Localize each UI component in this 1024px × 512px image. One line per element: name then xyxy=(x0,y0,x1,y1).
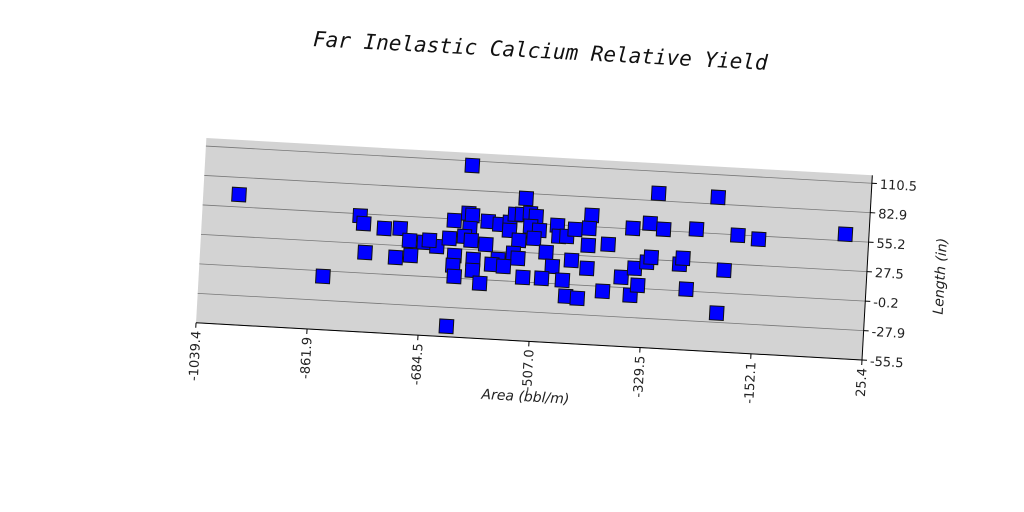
point xyxy=(525,230,542,247)
point xyxy=(716,262,732,279)
grid-line xyxy=(199,263,866,302)
point xyxy=(463,232,480,249)
point xyxy=(613,269,630,286)
y-tick-label: -0.2 xyxy=(873,296,899,312)
x-tick-label: 25.4 xyxy=(854,368,871,398)
point xyxy=(544,258,561,275)
point xyxy=(563,252,580,269)
y-axis-title: Length (in) xyxy=(931,238,951,315)
point xyxy=(730,227,746,244)
point xyxy=(357,244,373,261)
point xyxy=(688,221,705,238)
x-tick-label: -507.0 xyxy=(520,349,537,392)
plot: Area (bbl/m) Length (in) -55.5 -27.9 -0.2 2… xyxy=(187,138,951,408)
point xyxy=(464,262,481,279)
x-axis-title: Area (bbl/m) xyxy=(480,387,570,408)
grid-line xyxy=(204,175,871,214)
point xyxy=(402,247,419,264)
point xyxy=(446,212,463,229)
point xyxy=(579,260,595,277)
point xyxy=(600,236,617,253)
point xyxy=(538,244,554,261)
point xyxy=(624,220,641,237)
point xyxy=(231,186,247,203)
point xyxy=(629,277,646,294)
y-tick-label: -27.9 xyxy=(871,325,905,342)
point xyxy=(533,270,550,287)
point xyxy=(567,221,584,238)
point xyxy=(594,283,611,300)
x-axis xyxy=(196,322,863,361)
point xyxy=(678,281,695,298)
point xyxy=(675,250,691,267)
x-tick-label: -861.9 xyxy=(298,337,315,380)
point xyxy=(471,275,488,292)
point xyxy=(421,232,438,249)
point xyxy=(554,272,571,289)
point xyxy=(510,232,527,249)
x-tick-label: -1039.4 xyxy=(187,330,205,381)
grid-line xyxy=(205,145,872,184)
point xyxy=(655,221,672,238)
point xyxy=(650,185,667,202)
point xyxy=(441,230,458,247)
point xyxy=(315,268,331,285)
point xyxy=(583,207,600,224)
point xyxy=(392,220,409,237)
point xyxy=(708,305,725,322)
y-axis xyxy=(861,175,873,361)
point xyxy=(387,249,404,266)
grid-line xyxy=(197,292,864,332)
y-tick-label: 27.5 xyxy=(874,266,904,283)
x-tick-label: -329.5 xyxy=(631,355,648,398)
point xyxy=(837,226,854,243)
point xyxy=(438,318,455,335)
y-tick-label: 55.2 xyxy=(876,237,906,254)
chart-title: Far Inelastic Calcium Relative Yield xyxy=(312,27,768,75)
plot-background xyxy=(196,138,873,360)
x-tick-label: -684.5 xyxy=(409,343,426,386)
point xyxy=(750,231,767,248)
point xyxy=(376,220,393,237)
point xyxy=(355,215,372,232)
point xyxy=(401,232,418,249)
point xyxy=(464,157,481,174)
point xyxy=(518,190,535,207)
point xyxy=(477,236,494,253)
y-tick-label: -55.5 xyxy=(869,354,903,371)
y-tick-label: 82.9 xyxy=(878,207,908,224)
grid-line xyxy=(200,234,867,273)
point xyxy=(642,215,658,232)
point xyxy=(569,290,586,307)
point xyxy=(464,207,481,224)
x-tick-label: -152.1 xyxy=(742,361,759,404)
point xyxy=(509,250,526,267)
point xyxy=(446,268,463,285)
y-tick-label: 110.5 xyxy=(879,178,917,195)
point xyxy=(581,220,598,237)
point xyxy=(643,249,660,266)
point xyxy=(495,258,512,275)
point xyxy=(514,269,531,286)
point xyxy=(710,189,727,206)
point xyxy=(580,237,597,254)
